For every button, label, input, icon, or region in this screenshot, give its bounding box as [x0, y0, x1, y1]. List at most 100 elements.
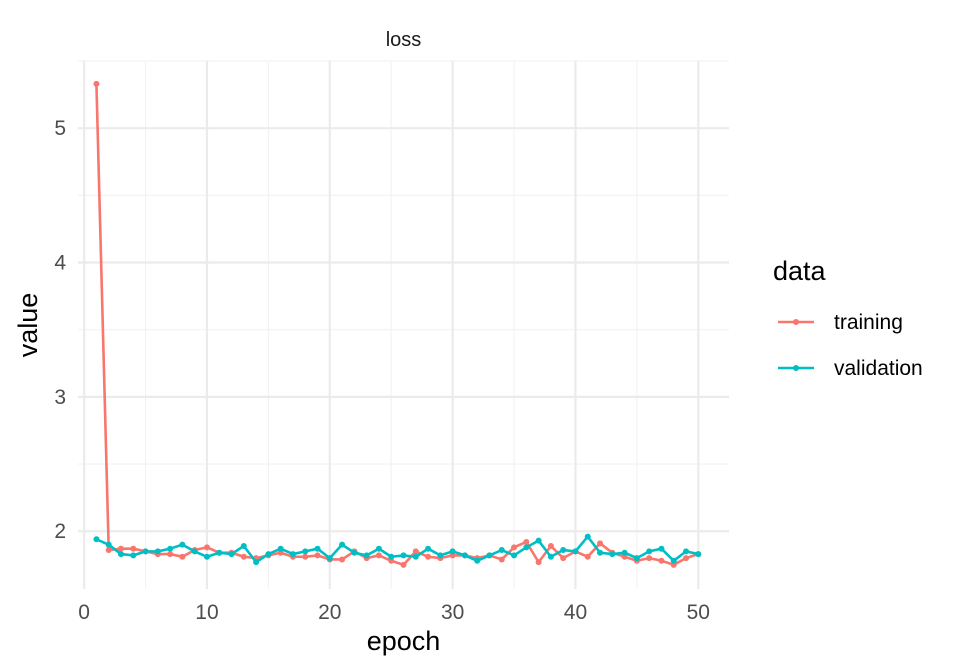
data-point-validation	[117, 551, 124, 558]
data-point-training	[302, 553, 309, 560]
data-point-training	[646, 555, 653, 562]
y-tick-label: 3	[54, 386, 66, 409]
x-tick-label: 50	[687, 601, 710, 624]
data-point-training	[93, 80, 100, 87]
x-tick-label: 10	[195, 601, 218, 624]
data-point-training	[375, 552, 382, 559]
data-point-validation	[547, 553, 554, 560]
y-tick-label: 5	[54, 117, 66, 140]
data-point-training	[658, 557, 665, 564]
legend-title: data	[773, 256, 827, 286]
data-point-training	[167, 551, 174, 558]
data-point-validation	[179, 541, 186, 548]
data-point-validation	[167, 545, 174, 552]
data-point-validation	[535, 537, 542, 544]
x-tick-label: 40	[564, 601, 587, 624]
series-line-training	[95, 83, 699, 567]
data-point-training	[240, 553, 247, 560]
data-point-training	[535, 559, 542, 566]
data-point-training	[425, 553, 432, 560]
data-point-validation	[449, 548, 456, 555]
legend-label-validation: validation	[834, 357, 923, 380]
data-point-validation	[277, 545, 284, 552]
y-tick-label: 2	[54, 520, 66, 543]
data-point-validation	[683, 548, 690, 555]
data-point-training	[400, 561, 407, 568]
facet-strip-label: loss	[386, 29, 422, 51]
legend-key-point-training	[793, 319, 799, 325]
data-point-validation	[695, 551, 702, 558]
data-point-validation	[191, 548, 198, 555]
y-axis-title: value	[13, 293, 43, 358]
data-point-validation	[240, 543, 247, 550]
data-point-validation	[326, 555, 333, 562]
data-point-training	[511, 544, 518, 551]
data-point-training	[130, 545, 137, 552]
data-point-training	[179, 553, 186, 560]
data-point-validation	[400, 552, 407, 559]
data-point-validation	[302, 548, 309, 555]
major-grid	[78, 61, 729, 589]
data-point-training	[523, 538, 530, 545]
data-point-training	[105, 547, 112, 554]
data-point-validation	[142, 548, 149, 555]
minor-grid	[78, 60, 729, 589]
series-training	[93, 80, 702, 568]
data-point-validation	[461, 552, 468, 559]
data-point-validation	[363, 552, 370, 559]
data-point-training	[117, 545, 124, 552]
data-point-validation	[486, 552, 493, 559]
data-point-validation	[339, 541, 346, 548]
data-point-validation	[609, 551, 616, 558]
data-point-training	[597, 540, 604, 547]
data-point-validation	[130, 552, 137, 559]
data-point-validation	[154, 548, 161, 555]
data-point-validation	[289, 551, 296, 558]
y-tick-labels: 2 3 4 5	[54, 117, 66, 543]
legend-label-training: training	[834, 311, 903, 334]
data-point-training	[560, 555, 567, 562]
x-tick-label: 20	[318, 601, 341, 624]
data-point-validation	[523, 544, 530, 551]
data-point-validation	[572, 548, 579, 555]
data-point-validation	[216, 549, 223, 556]
data-point-validation	[253, 559, 260, 566]
data-point-training	[547, 543, 554, 550]
data-point-validation	[621, 549, 628, 556]
data-point-training	[584, 553, 591, 560]
data-point-validation	[670, 557, 677, 564]
data-point-training	[314, 552, 321, 559]
series-validation	[93, 533, 702, 566]
data-point-validation	[511, 552, 518, 559]
data-point-training	[339, 556, 346, 563]
data-point-validation	[265, 551, 272, 558]
x-tick-label: 0	[78, 601, 90, 624]
data-point-validation	[203, 553, 210, 560]
data-point-validation	[584, 533, 591, 540]
data-point-validation	[93, 536, 100, 543]
data-point-validation	[437, 552, 444, 559]
data-point-validation	[228, 551, 235, 558]
data-point-validation	[474, 557, 481, 564]
x-tick-labels: 0 10 20 30 40 50	[78, 601, 710, 624]
legend-key-point-validation	[793, 365, 799, 371]
data-point-validation	[658, 545, 665, 552]
data-point-training	[498, 556, 505, 563]
legend: data training validation	[773, 256, 923, 380]
data-point-validation	[314, 545, 321, 552]
y-tick-label: 4	[54, 252, 66, 275]
data-point-training	[203, 544, 210, 551]
data-point-training	[683, 555, 690, 562]
data-point-training	[412, 548, 419, 555]
data-point-validation	[633, 555, 640, 562]
series-layer	[93, 80, 702, 568]
data-point-validation	[375, 545, 382, 552]
data-point-validation	[646, 548, 653, 555]
data-point-validation	[560, 547, 567, 554]
data-point-validation	[498, 547, 505, 554]
data-point-validation	[105, 541, 112, 548]
x-tick-label: 30	[441, 601, 464, 624]
data-point-validation	[425, 545, 432, 552]
x-axis-title: epoch	[367, 626, 441, 656]
